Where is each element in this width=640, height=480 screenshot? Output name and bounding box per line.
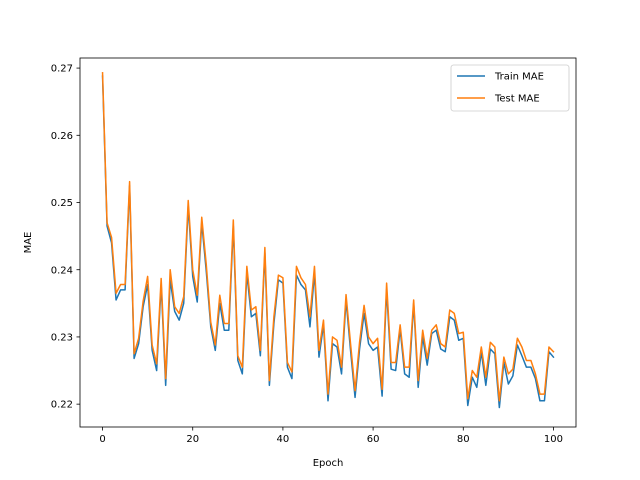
- y-axis-label: MAE: [23, 232, 34, 254]
- y-tick-label: 0.22: [51, 400, 73, 411]
- x-axis: 0 20 40 60 80 100: [99, 427, 563, 445]
- legend-label-test-mae: Test MAE: [494, 94, 540, 105]
- series-line-train-mae: [101, 75, 555, 409]
- x-tick-label: 40: [277, 434, 290, 445]
- legend: Train MAE Test MAE: [450, 64, 570, 112]
- series-line-test-mae: [101, 72, 555, 402]
- y-tick-label: 0.23: [51, 333, 73, 344]
- y-tick-label: 0.26: [51, 131, 73, 142]
- x-tick-label: 0: [99, 434, 105, 445]
- x-tick-label: 100: [544, 434, 563, 445]
- x-tick-label: 80: [457, 434, 470, 445]
- y-axis: 0.22 0.23 0.24 0.25 0.26 0.27: [51, 64, 80, 411]
- x-tick-label: 20: [186, 434, 199, 445]
- plot-lines: [101, 72, 555, 409]
- y-tick-label: 0.27: [51, 64, 73, 75]
- legend-label-train-mae: Train MAE: [494, 72, 544, 83]
- x-axis-label: Epoch: [313, 458, 344, 469]
- y-tick-label: 0.25: [51, 198, 73, 209]
- y-tick-label: 0.24: [51, 265, 73, 276]
- plot-frame: [79, 57, 577, 428]
- x-tick-label: 60: [367, 434, 380, 445]
